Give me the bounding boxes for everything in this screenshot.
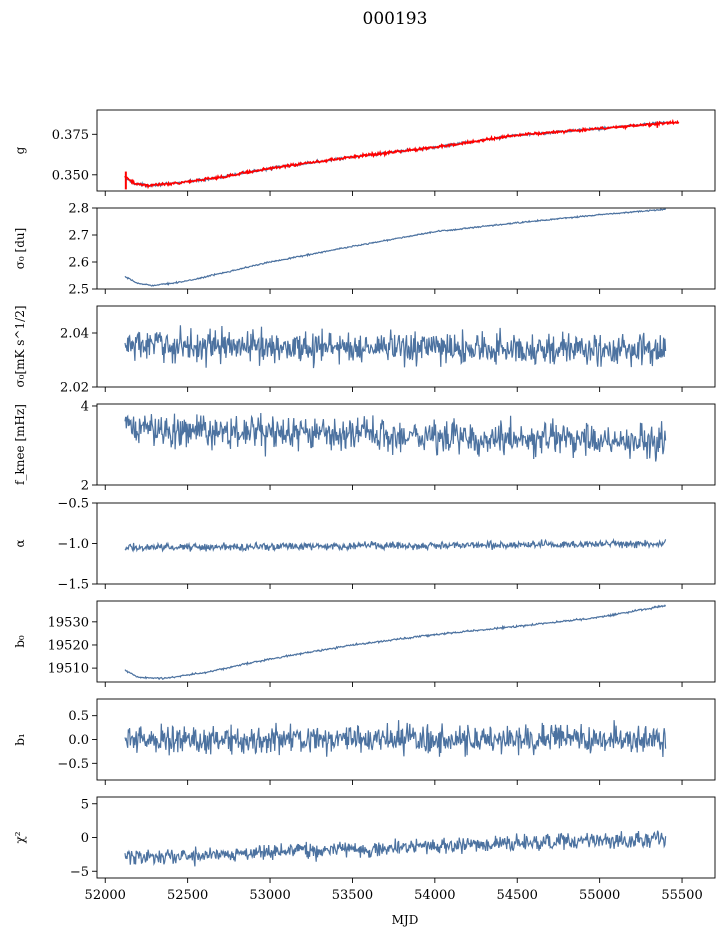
series-line-7 [124, 720, 667, 758]
y-axis-label-2: σ₀ [du] [13, 228, 27, 270]
y-tick-label: −0.5 [57, 497, 89, 512]
y-tick-label: 2 [81, 479, 89, 494]
x-axis-label: MJD [392, 913, 419, 927]
y-tick-label: 2.04 [60, 327, 89, 342]
y-tick-label: 2.5 [68, 283, 89, 298]
y-axis-label-3: σ₀[mK s^1/2] [13, 305, 27, 387]
y-axis-label-8: χ² [13, 831, 27, 843]
y-axis-label-7: b₁ [13, 733, 27, 746]
x-tick-label: 52000 [85, 888, 126, 903]
y-tick-label: 19510 [48, 662, 89, 677]
panel-frame-2 [96, 207, 716, 290]
x-tick-label: 52500 [167, 888, 208, 903]
series-line-5 [124, 537, 667, 553]
y-tick-label: 19520 [48, 638, 89, 653]
panel-2: 2.5 2.6 2.7 2.8 σ₀ [du] [13, 202, 716, 298]
panel-frame-6 [96, 600, 716, 683]
panel-7: −0.5 0.0 0.5 b₁ [13, 698, 716, 785]
series-line-8 [124, 830, 667, 867]
y-tick-label: 0 [81, 831, 89, 846]
x-tick-label: 53500 [332, 888, 373, 903]
panels: 0.350 0.375 g 2.5 2.6 2.7 2.8 σ₀ [du] 2.02 2.04 σ₀… [13, 109, 716, 903]
panel-frame-4 [96, 403, 716, 486]
chart-title: 000193 [363, 9, 428, 29]
y-tick-label: −1.5 [57, 578, 89, 593]
y-tick-label: 0.0 [68, 733, 89, 748]
y-axis-label-6: b₀ [13, 635, 27, 648]
y-tick-label: −5 [70, 865, 89, 880]
series-line-3 [124, 325, 667, 369]
y-tick-label: 19530 [48, 615, 89, 630]
y-tick-label: −1.0 [57, 537, 89, 552]
x-tick-label: 55500 [661, 888, 702, 903]
y-axis-label-4: f_knee [mHz] [13, 404, 27, 485]
panel-6: 19510 19520 19530 b₀ [13, 600, 716, 687]
y-tick-label: 2.8 [68, 202, 89, 217]
x-tick-label: 55000 [579, 888, 620, 903]
y-tick-label: 0.350 [52, 168, 89, 183]
y-tick-label: 5 [81, 797, 89, 812]
y-tick-label: 2.7 [68, 229, 89, 244]
panel-1: 0.350 0.375 g [13, 109, 716, 196]
overlay-line [124, 118, 680, 190]
y-tick-label: 4 [81, 399, 89, 414]
y-axis-label-1: g [13, 146, 27, 154]
x-tick-label: 54500 [497, 888, 538, 903]
x-tick-label: 54000 [414, 888, 455, 903]
x-tick-label: 53000 [249, 888, 290, 903]
series-line-2 [124, 208, 667, 287]
panel-4: 2 4 f_knee [mHz] [13, 399, 716, 494]
y-tick-label: 0.5 [68, 709, 89, 724]
y-axis-label-5: α [13, 539, 27, 547]
panel-frame-1 [96, 109, 716, 192]
panel-8: −5 0 5 52000 52500 53000 53500 54000 54500 55000 5… [13, 796, 716, 903]
y-tick-label: 0.375 [52, 128, 89, 143]
panel-frame-3 [96, 305, 716, 388]
panel-5: −1.5 −1.0 −0.5 α [13, 497, 716, 593]
y-tick-label: 2.02 [60, 381, 89, 396]
series-line-6 [124, 604, 667, 680]
panel-3: 2.02 2.04 σ₀[mK s^1/2] [13, 305, 716, 396]
y-tick-label: −0.5 [57, 757, 89, 772]
y-tick-label: 2.6 [68, 256, 89, 271]
series-line-4 [124, 412, 667, 462]
